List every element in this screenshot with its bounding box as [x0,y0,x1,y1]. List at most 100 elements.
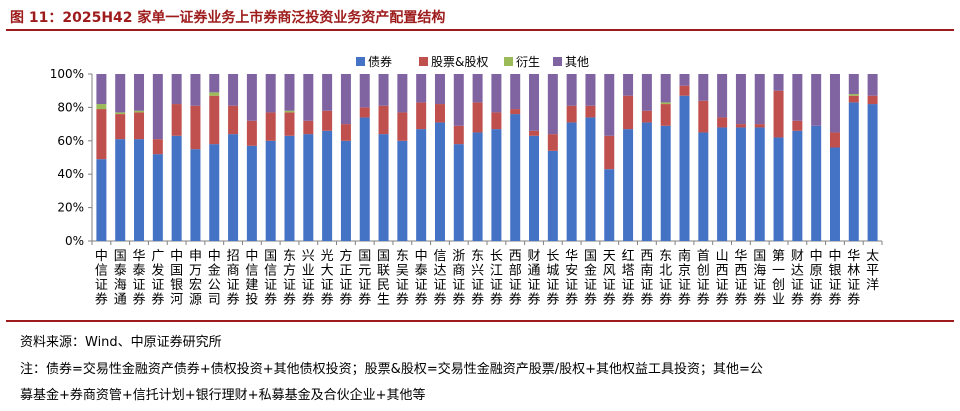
bar-bond [340,140,351,241]
bar-other [811,74,822,126]
bar-deriv [134,110,145,113]
bar-bond [434,122,445,241]
x-tick-label: 华西证券 [734,249,747,308]
bar-equity [623,95,634,130]
x-tick-label: 长城证券 [546,249,559,308]
x-tick-label: 申万宏源 [189,249,202,308]
bar-other [754,74,765,125]
x-tick-label: 华泰证券 [133,249,146,308]
definition-note-line-2: 募基金+券商资管+信托计划+银行理财+私募基金及合伙企业+其他等 [20,388,426,403]
bar-bond [134,139,145,241]
x-tick-label: 天风证券 [603,249,616,308]
bar-other [96,74,107,105]
y-tick-label: 80% [57,100,84,114]
bar-equity [641,110,652,123]
bar-other [265,74,276,113]
bar-other [529,74,540,131]
x-tick-label: 东方证券 [283,249,296,308]
bar-other [378,74,389,106]
y-tick-label: 40% [57,167,84,181]
legend-item: 衍生 [504,55,540,69]
bar-bond [641,122,652,241]
bar-bond [547,150,558,241]
bar-other [246,74,257,121]
x-tick-label: 财达证券 [791,249,804,308]
bar-bond [96,159,107,241]
bar-bond [735,127,746,241]
x-tick-label: 国金证券 [584,249,597,308]
bar-deriv [284,110,295,113]
bar-equity [566,105,577,123]
legend-item: 其他 [553,55,589,69]
bar-equity [152,139,163,155]
bar-bond [491,129,502,241]
bar-equity [303,120,314,135]
bar-equity [547,134,558,151]
bar-bond [472,132,483,241]
bar-other [585,74,596,106]
bar-equity [585,105,596,118]
bar-other [171,74,182,105]
bar-other [491,74,502,113]
bar-equity [529,130,540,136]
bar-equity [397,112,408,141]
bar-equity [340,124,351,141]
bar-equity [867,95,878,105]
bar-equity [453,125,464,145]
bar-equity [434,104,445,123]
bar-bond [529,135,540,241]
x-tick-label: 信达证券 [433,249,446,308]
bar-other [228,74,239,106]
bar-bond [190,149,201,241]
bar-other [134,74,145,111]
bar-equity [359,107,370,118]
bar-equity [190,105,201,150]
bar-deriv [209,92,220,96]
x-tick-label: 东北证券 [659,249,672,308]
bar-other [698,74,709,101]
x-tick-label: 光大证券 [321,249,334,308]
bar-equity [679,85,690,96]
legend-swatch [553,57,562,66]
bar-other [679,74,690,86]
bar-equity [472,102,483,133]
legend-item: 股票&股权 [419,55,488,69]
bar-other [322,74,333,111]
bar-bond [303,134,314,241]
bar-bond [322,130,333,241]
bar-equity [717,117,728,128]
x-tick-label: 国信证券 [264,249,277,308]
bar-other [152,74,163,140]
bar-bond [246,145,257,241]
bar-bond [811,125,822,241]
x-tick-label: 西南证券 [640,249,653,308]
bar-equity [491,112,502,130]
bar-other [434,74,445,105]
x-tick-label: 南京证券 [678,248,691,308]
x-tick-label: 太平洋 [866,249,879,293]
chart-title: 图 11：2025H42 家单一证券业务上市券商泛投资业务资产配置结构 [10,10,446,26]
bar-bond [698,132,709,241]
bar-equity [265,112,276,141]
bar-bond [829,147,840,241]
legend-label: 股票&股权 [431,55,488,69]
x-tick-label: 国元证券 [358,249,371,308]
bar-bond [453,144,464,241]
bar-bond [152,154,163,241]
x-tick-label: 首创证券 [697,249,710,308]
x-tick-label: 东兴证券 [471,249,484,308]
bar-other [848,74,859,95]
x-tick-label: 中金公司 [208,249,221,308]
bar-other [190,74,201,106]
bar-equity [134,112,145,140]
legend-label: 衍生 [516,55,540,69]
x-tick-label: 国泰海通 [114,249,127,308]
bar-other [547,74,558,135]
bar-bond [510,114,521,241]
bar-bond [604,169,615,241]
x-tick-label: 浙商证券 [452,249,465,308]
bar-other [416,74,427,103]
stacked-bar-chart: 0% 20% 40% 60% 80% 100% 中信证券国泰海通华泰证券广发证券中国银河申万… [50,54,883,308]
bar-equity [829,132,840,148]
x-tick-label: 中信证券 [95,249,108,308]
